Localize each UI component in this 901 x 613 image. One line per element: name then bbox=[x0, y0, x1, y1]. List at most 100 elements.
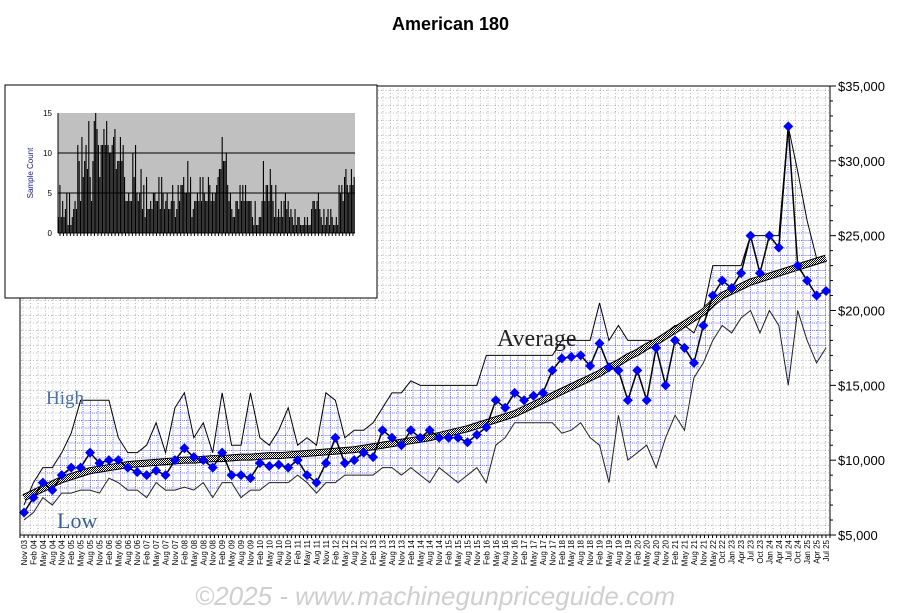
x-tick-label: Oct 24 bbox=[794, 539, 803, 563]
average-point bbox=[802, 275, 813, 286]
x-tick-label: Feb 12 bbox=[331, 539, 340, 564]
sample-count-bar bbox=[111, 145, 113, 233]
x-tick-label: May 17 bbox=[530, 539, 539, 566]
x-tick-label: May 21 bbox=[680, 539, 689, 566]
average-point bbox=[264, 461, 275, 472]
x-tick-label: Aug 12 bbox=[350, 539, 359, 565]
sample-count-bar bbox=[300, 225, 302, 233]
sample-count-bar bbox=[322, 225, 324, 233]
average-point bbox=[236, 470, 247, 481]
sample-count-bar bbox=[309, 225, 311, 233]
sample-count-bar bbox=[107, 145, 109, 233]
sample-count-bar bbox=[330, 209, 332, 233]
sample-count-bar bbox=[260, 217, 262, 233]
sample-count-bar bbox=[173, 201, 175, 233]
x-tick-label: Nov 17 bbox=[548, 539, 557, 565]
average-point bbox=[339, 458, 350, 469]
sample-count-bar bbox=[319, 209, 321, 233]
average-point bbox=[377, 425, 388, 436]
sample-count-bar bbox=[342, 201, 344, 233]
sample-count-bar bbox=[305, 225, 307, 233]
sample-count-bar bbox=[253, 225, 255, 233]
average-point bbox=[613, 365, 624, 376]
sample-count-bar bbox=[73, 209, 75, 233]
sample-count-bar bbox=[308, 225, 310, 233]
sample-count-bar bbox=[179, 201, 181, 233]
sample-count-bar bbox=[82, 177, 84, 233]
sample-count-bar bbox=[302, 225, 304, 233]
sample-count-bar bbox=[139, 193, 141, 233]
sample-count-bar bbox=[250, 201, 252, 233]
sample-count-bar bbox=[140, 169, 142, 233]
average-point bbox=[462, 437, 473, 448]
average-point bbox=[792, 260, 803, 271]
sample-count-bar bbox=[119, 137, 121, 233]
sample-count-bar bbox=[256, 225, 258, 233]
x-tick-label: Feb 13 bbox=[369, 539, 378, 564]
x-tick-label: Apr 25 bbox=[813, 539, 822, 563]
x-tick-label: Aug 07 bbox=[162, 539, 171, 565]
sample-count-bar bbox=[262, 161, 264, 233]
x-tick-label: Aug 18 bbox=[577, 539, 586, 565]
sample-count-bar bbox=[326, 217, 328, 233]
average-point bbox=[169, 455, 180, 466]
sample-count-bar bbox=[275, 185, 277, 233]
sample-count-bar bbox=[74, 201, 76, 233]
sample-count-bar bbox=[88, 121, 90, 233]
sample-count-bar bbox=[191, 217, 193, 233]
chart-title: American 180 bbox=[391, 14, 510, 34]
sample-count-bar bbox=[228, 201, 230, 233]
high-low-band bbox=[24, 126, 826, 521]
sample-count-bar bbox=[269, 169, 271, 233]
sample-count-bar bbox=[128, 193, 130, 233]
sample-count-bar bbox=[136, 193, 138, 233]
sample-count-bar bbox=[276, 217, 278, 233]
x-tick-label: Aug 17 bbox=[539, 539, 548, 565]
average-point bbox=[292, 455, 303, 466]
sample-count-bar bbox=[159, 209, 161, 233]
sample-count-bar bbox=[239, 185, 241, 233]
sample-count-bar bbox=[341, 185, 343, 233]
average-point bbox=[745, 230, 756, 241]
x-tick-label: Nov 11 bbox=[322, 539, 331, 564]
sample-count-bar bbox=[129, 201, 131, 233]
average-point bbox=[132, 467, 143, 478]
x-tick-label: Feb 19 bbox=[596, 539, 605, 564]
sample-count-bar bbox=[69, 193, 71, 233]
x-tick-label: Aug 21 bbox=[690, 539, 699, 565]
sample-count-bar bbox=[86, 169, 88, 233]
sample-count-bar bbox=[324, 225, 326, 233]
x-tick-label: Jul 23 bbox=[747, 539, 756, 561]
sample-count-bar bbox=[174, 217, 176, 233]
sample-count-bar bbox=[122, 145, 124, 233]
sample-count-bar bbox=[133, 177, 135, 233]
x-tick-label: Nov 16 bbox=[511, 539, 520, 565]
sample-count-bar bbox=[80, 201, 82, 233]
sample-count-bar bbox=[104, 145, 106, 233]
sample-count-bar bbox=[144, 217, 146, 233]
sample-count-bar bbox=[151, 209, 153, 233]
average-point bbox=[179, 443, 190, 454]
sample-count-bar bbox=[216, 185, 218, 233]
sample-count-bar bbox=[58, 217, 60, 233]
sample-count-bar bbox=[312, 201, 314, 233]
sample-count-bar bbox=[212, 193, 214, 233]
y-tick-label: $20,000 bbox=[838, 304, 885, 319]
sample-count-bar bbox=[251, 217, 253, 233]
average-point bbox=[547, 365, 558, 376]
sample-count-bar bbox=[147, 209, 149, 233]
x-tick-label: Aug 13 bbox=[388, 539, 397, 565]
x-tick-label: Nov 12 bbox=[360, 539, 369, 565]
average-point bbox=[368, 452, 379, 463]
sample-count-bar bbox=[63, 217, 65, 233]
x-tick-label: Nov 04 bbox=[58, 539, 67, 565]
average-point bbox=[622, 395, 633, 406]
average-point bbox=[773, 242, 784, 253]
y-tick-label: $5,000 bbox=[838, 528, 878, 543]
sample-count-bar bbox=[154, 193, 156, 233]
sample-count-bar bbox=[286, 209, 288, 233]
sample-count-bar bbox=[210, 201, 212, 233]
sample-count-bar bbox=[166, 193, 168, 233]
sample-count-bar bbox=[353, 177, 355, 233]
sample-count-bar bbox=[70, 225, 72, 233]
